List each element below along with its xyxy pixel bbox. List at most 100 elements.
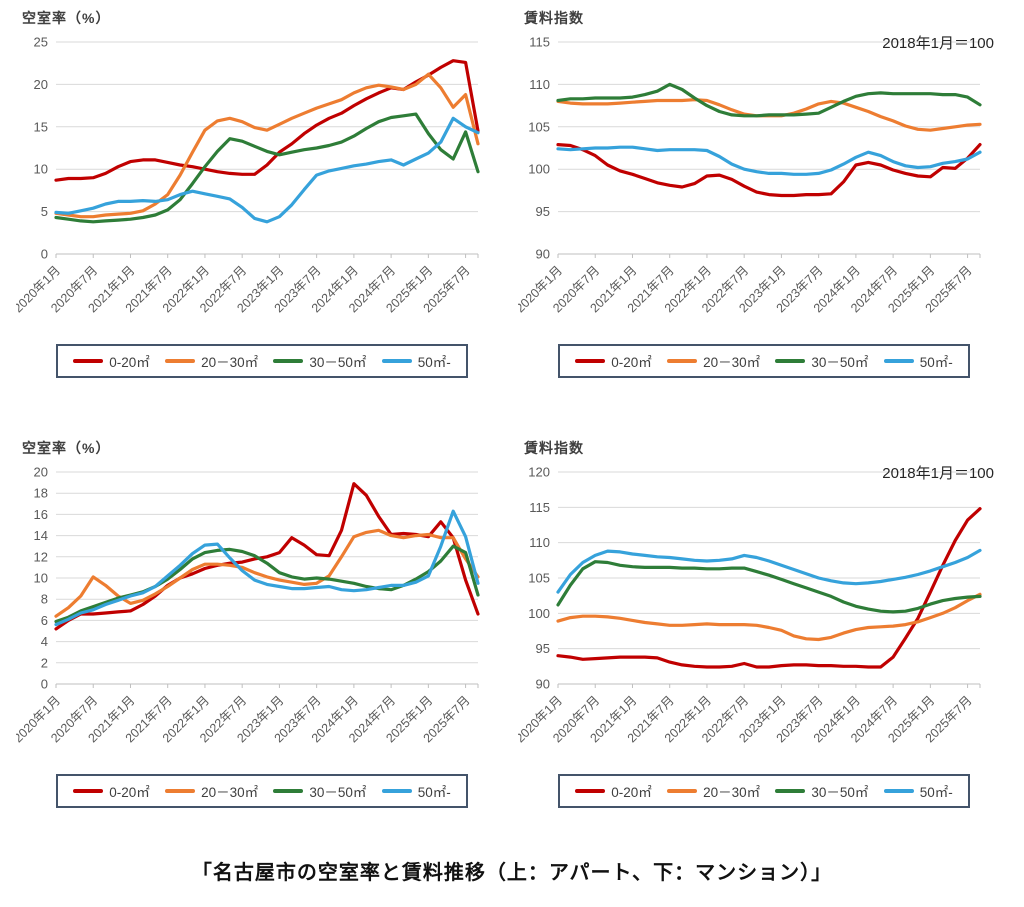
- legend-label: 30－50㎡: [811, 355, 869, 370]
- chart-title: 賃料指数: [524, 440, 584, 456]
- chart-subtitle: 2018年1月＝100: [882, 35, 994, 52]
- y-axis-tick-label: 2: [41, 655, 48, 670]
- legend-line-swatch: [883, 789, 914, 793]
- legend-item-0-20㎡: 0-20㎡: [575, 351, 652, 371]
- legend-label: 50㎡-: [417, 785, 451, 800]
- y-axis-tick-label: 95: [536, 204, 550, 219]
- legend: 0-20㎡ 20－30㎡ 30－50㎡ 50㎡-: [56, 344, 468, 378]
- chart-apartment-vacancy: 空室率（%） 0 5 10 15 20 25 2020年1月 2020年7月 2021年1月 20…: [16, 6, 508, 378]
- legend-item-50㎡-: 50㎡-: [381, 351, 451, 371]
- legend-line-swatch: [165, 789, 196, 793]
- y-axis-tick-label: 120: [528, 465, 550, 480]
- legend-label: 0-20㎡: [109, 785, 150, 800]
- mansion-rent-plot: 90951001051101151202020年1月2020年7月2021年1月…: [518, 465, 982, 745]
- legend-item-0-20㎡: 0-20㎡: [575, 781, 652, 801]
- legend-label: 20－30㎡: [703, 355, 761, 370]
- series-line-0-20㎡: [556, 142, 982, 198]
- legend-item-0-20㎡: 0-20㎡: [73, 781, 150, 801]
- legend-label: 20－30㎡: [703, 785, 761, 800]
- y-axis-tick-label: 95: [536, 641, 550, 656]
- series-line-30－50㎡: [556, 560, 982, 614]
- series-line-0-20㎡: [54, 59, 480, 182]
- y-axis-tick-label: 16: [34, 507, 48, 522]
- legend-line-swatch: [575, 359, 606, 363]
- legend-item-50㎡-: 50㎡-: [883, 351, 953, 371]
- y-axis-tick-label: 15: [34, 119, 48, 134]
- legend-item-0-20㎡: 0-20㎡: [73, 351, 150, 371]
- legend-item-20－30㎡: 20－30㎡: [667, 781, 760, 801]
- legend-item-20－30㎡: 20－30㎡: [667, 351, 760, 371]
- y-axis-tick-label: 0: [41, 247, 48, 262]
- legend-item-20－30㎡: 20－30㎡: [165, 781, 258, 801]
- legend-label: 50㎡-: [919, 355, 953, 370]
- y-axis-tick-label: 20: [34, 465, 48, 480]
- y-axis-tick-label: 10: [34, 571, 48, 586]
- legend-item-30－50㎡: 30－50㎡: [775, 351, 868, 371]
- y-axis-tick-label: 90: [536, 247, 550, 262]
- legend-line-swatch: [883, 359, 914, 363]
- legend-line-swatch: [73, 359, 104, 363]
- series-line-50㎡-: [556, 548, 982, 594]
- chart-mansion-rent-index: 賃料指数 2018年1月＝100 90 95 100 105 110 115 120 2020…: [518, 436, 1010, 808]
- legend-line-swatch: [575, 789, 606, 793]
- y-axis-tick-label: 12: [34, 549, 48, 564]
- y-axis-tick-label: 6: [41, 613, 48, 628]
- y-axis-tick-label: 4: [41, 634, 48, 649]
- legend-label: 0-20㎡: [611, 355, 652, 370]
- y-axis-tick-label: 105: [528, 571, 550, 586]
- series-line-20－30㎡: [54, 528, 480, 618]
- legend-line-swatch: [775, 359, 806, 363]
- legend-line-swatch: [667, 789, 698, 793]
- legend-item-20－30㎡: 20－30㎡: [165, 351, 258, 371]
- series-line-50㎡-: [54, 116, 480, 224]
- legend-label: 30－50㎡: [811, 785, 869, 800]
- legend-label: 20－30㎡: [201, 785, 259, 800]
- chart-apartment-rent-index: 賃料指数 2018年1月＝100 90 95 100 105 110 115 2020年1月…: [518, 6, 1010, 378]
- legend-item-30－50㎡: 30－50㎡: [273, 781, 366, 801]
- figure-caption: 「名古屋市の空室率と賃料推移（上：アパート、下：マンション）」: [191, 862, 833, 884]
- legend: 0-20㎡ 20－30㎡ 30－50㎡ 50㎡-: [56, 774, 468, 808]
- legend-line-swatch: [73, 789, 104, 793]
- legend-item-30－50㎡: 30－50㎡: [273, 351, 366, 371]
- y-axis-tick-label: 8: [41, 592, 48, 607]
- legend-label: 30－50㎡: [309, 355, 367, 370]
- series-line-30－50㎡: [556, 82, 982, 118]
- y-axis-tick-label: 100: [528, 606, 550, 621]
- y-axis-tick-label: 18: [34, 486, 48, 501]
- legend-line-swatch: [381, 789, 412, 793]
- chart-subtitle: 2018年1月＝100: [882, 465, 994, 482]
- legend-line-swatch: [165, 359, 196, 363]
- y-axis-tick-label: 20: [34, 77, 48, 92]
- legend-item-50㎡-: 50㎡-: [883, 781, 953, 801]
- series-line-50㎡-: [54, 509, 480, 627]
- legend-label: 0-20㎡: [109, 355, 150, 370]
- y-axis-tick-label: 25: [34, 35, 48, 50]
- legend-label: 0-20㎡: [611, 785, 652, 800]
- legend: 0-20㎡ 20－30㎡ 30－50㎡ 50㎡-: [558, 774, 970, 808]
- legend-line-swatch: [667, 359, 698, 363]
- y-axis-tick-label: 100: [528, 162, 550, 177]
- y-axis-tick-label: 115: [529, 35, 550, 50]
- legend-line-swatch: [381, 359, 412, 363]
- y-axis-tick-label: 110: [529, 535, 550, 550]
- series-line-30－50㎡: [54, 112, 480, 224]
- chart-title: 空室率（%）: [22, 440, 111, 456]
- y-axis-tick-label: 5: [41, 204, 48, 219]
- legend-line-swatch: [775, 789, 806, 793]
- series-line-20－30㎡: [54, 72, 480, 219]
- legend-label: 30－50㎡: [309, 785, 367, 800]
- legend-label: 20－30㎡: [201, 355, 259, 370]
- y-axis-tick-label: 14: [34, 528, 48, 543]
- apartment-vacancy-plot: 05101520252020年1月2020年7月2021年1月2021年7月20…: [16, 35, 480, 315]
- series-line-50㎡-: [556, 145, 982, 176]
- legend-line-swatch: [273, 359, 304, 363]
- legend-item-30－50㎡: 30－50㎡: [775, 781, 868, 801]
- mansion-vacancy-plot: 024681012141618202020年1月2020年7月2021年1月20…: [16, 465, 480, 745]
- chart-mansion-vacancy: 空室率（%） 0 2 4 6 8 10 12 14 16 18 20 2020年1月 2020年7月 20…: [16, 436, 508, 808]
- y-axis-tick-label: 110: [529, 77, 550, 92]
- legend-label: 50㎡-: [417, 355, 451, 370]
- series-line-20－30㎡: [556, 592, 982, 642]
- y-axis-tick-label: 90: [536, 677, 550, 692]
- y-axis-tick-label: 10: [34, 162, 48, 177]
- legend-label: 50㎡-: [919, 785, 953, 800]
